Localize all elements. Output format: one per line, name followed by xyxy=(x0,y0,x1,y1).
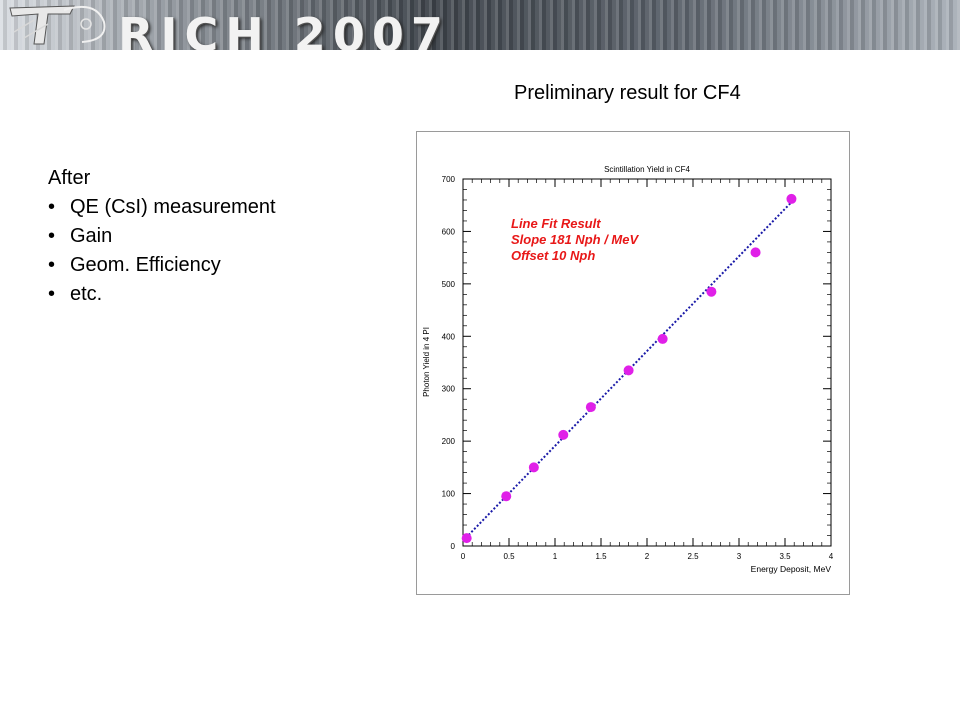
x-tick-label: 1.5 xyxy=(595,552,607,561)
bullet-list: QE (CsI) measurement Gain Geom. Efficien… xyxy=(48,193,276,309)
x-tick-label: 2.5 xyxy=(687,552,699,561)
data-point xyxy=(750,247,761,258)
data-point xyxy=(501,491,512,502)
rich-logo-icon xyxy=(9,5,106,45)
data-point xyxy=(623,365,634,376)
annotation-line: Slope 181 Nph / MeV xyxy=(511,232,639,247)
annotation-line: Line Fit Result xyxy=(511,216,601,231)
y-tick-label: 300 xyxy=(442,385,456,394)
x-axis-label: Energy Deposit, MeV xyxy=(751,564,832,574)
x-tick-labels: 0 0.5 1 1.5 2 2.5 3 3.5 4 xyxy=(461,552,834,561)
fit-annotation: Line Fit Result Slope 181 Nph / MeV Offset… xyxy=(511,216,639,263)
x-tick-label: 2 xyxy=(645,552,650,561)
x-tick-label: 3.5 xyxy=(779,552,791,561)
y-axis-label: Photon Yield in 4 PI xyxy=(422,327,431,397)
data-point xyxy=(585,402,596,413)
x-tick-label: 4 xyxy=(829,552,834,561)
y-tick-label: 200 xyxy=(442,437,456,446)
banner-texture xyxy=(0,0,960,50)
y-tick-label: 700 xyxy=(442,175,456,184)
bullet-item: QE (CsI) measurement xyxy=(48,193,276,222)
y-tick-labels: 0 100 200 300 400 500 600 700 xyxy=(442,175,456,551)
y-tick-label: 500 xyxy=(442,280,456,289)
banner-title: RICH 2007 xyxy=(118,8,450,50)
y-tick-label: 400 xyxy=(442,332,456,341)
header-banner: RICH 2007 xyxy=(0,0,960,50)
intro-text: After xyxy=(48,167,91,189)
data-point xyxy=(528,462,539,473)
data-points xyxy=(461,193,797,544)
axis-ticks xyxy=(462,178,832,547)
bullet-item: Gain xyxy=(48,222,276,251)
bullet-item: etc. xyxy=(48,280,276,309)
y-tick-label: 0 xyxy=(451,542,456,551)
bullet-list-block: After QE (CsI) measurement Gain Geom. Ef… xyxy=(48,164,276,309)
y-tick-label: 600 xyxy=(442,227,456,236)
x-tick-label: 0.5 xyxy=(503,552,515,561)
annotation-line: Offset 10 Nph xyxy=(511,248,595,263)
y-tick-label: 100 xyxy=(442,490,456,499)
data-point xyxy=(461,533,472,544)
slide-subtitle: Preliminary result for CF4 xyxy=(514,82,741,104)
x-tick-label: 3 xyxy=(737,552,742,561)
data-point xyxy=(786,193,797,204)
chart-frame: 0 100 200 300 400 500 600 700 0 0.5 1 1.5 2 2.5 3 3.5 4… xyxy=(416,131,850,595)
x-tick-label: 0 xyxy=(461,552,466,561)
data-point xyxy=(706,286,717,297)
scatter-chart: 0 100 200 300 400 500 600 700 0 0.5 1 1.5 2 2.5 3 3.5 4… xyxy=(422,165,834,574)
bullet-item: Geom. Efficiency xyxy=(48,251,276,280)
chart-title: Scintillation Yield in CF4 xyxy=(604,165,690,174)
data-point xyxy=(558,429,569,440)
x-tick-label: 1 xyxy=(553,552,558,561)
data-point xyxy=(657,333,668,344)
